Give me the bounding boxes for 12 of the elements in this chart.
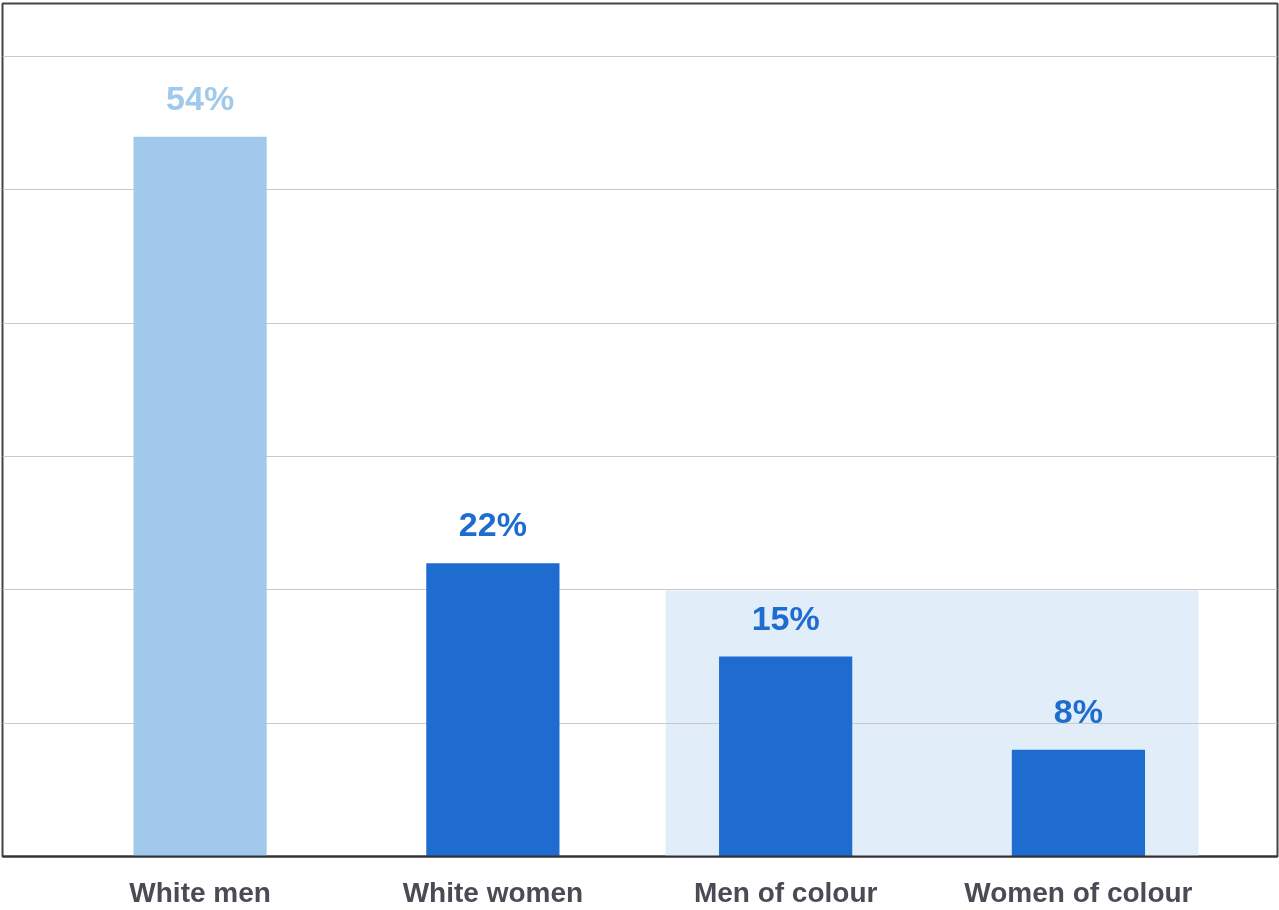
bar — [719, 656, 853, 857]
data-label: 8% — [1053, 691, 1103, 730]
x-tick-label: Men of colour — [693, 876, 878, 908]
bar — [426, 563, 560, 857]
data-label: 22% — [458, 505, 527, 544]
bar — [133, 136, 267, 857]
x-tick-label: White women — [402, 876, 584, 908]
data-label: 15% — [751, 598, 820, 637]
data-label: 54% — [166, 78, 235, 117]
x-tick-label: Women of colour — [964, 876, 1193, 908]
x-tick-label: White men — [129, 876, 271, 908]
bar — [1011, 749, 1146, 857]
